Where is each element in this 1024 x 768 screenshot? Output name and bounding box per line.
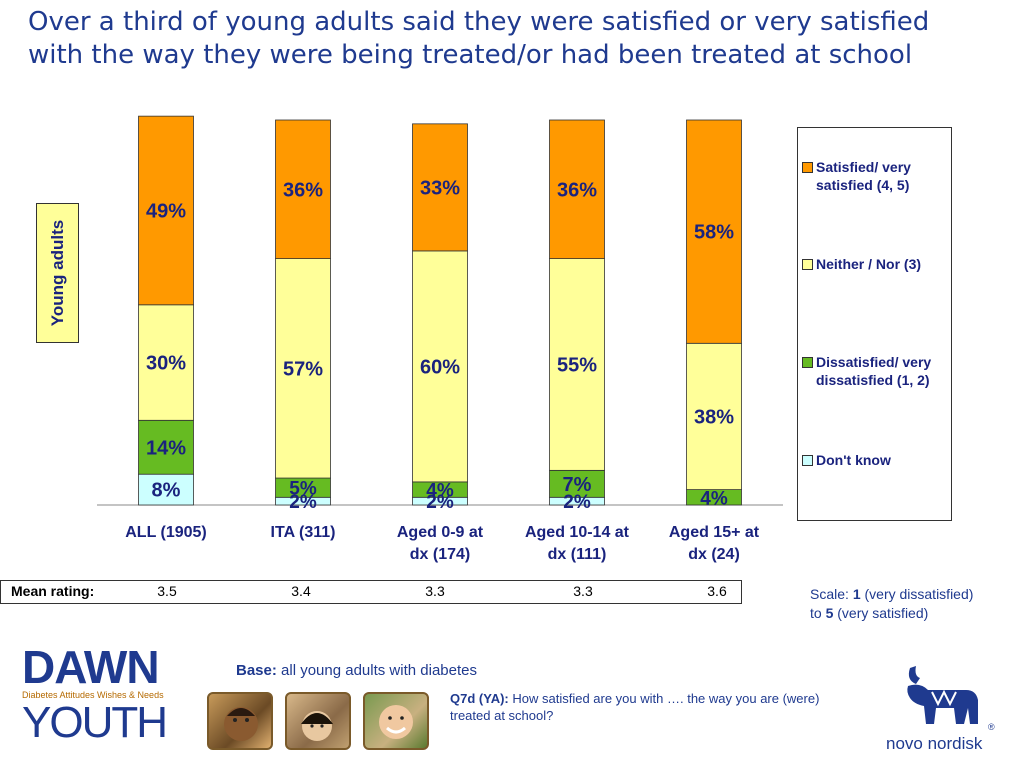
young-adults-label-box: Young adults <box>36 203 79 343</box>
data-labels-layer: 8%14%30%49%2%5%57%36%2%4%60%33%2%7%55%36… <box>146 177 734 513</box>
legend-label: Satisfied/ very satisfied (4, 5) <box>816 159 911 193</box>
bar-segment <box>138 115 194 306</box>
legend-item: Satisfied/ very satisfied (4, 5) <box>802 158 952 194</box>
mean-rating-value: 3.3 <box>425 583 445 599</box>
legend-item: Dissatisfied/ very dissatisfied (1, 2) <box>802 353 952 389</box>
legend-item: Neither / Nor (3) <box>802 255 952 273</box>
scale-low: 1 <box>852 586 861 602</box>
scale-low-text: (very dissatisfied) <box>860 586 974 602</box>
category-labels-layer: ALL (1905) ITA (311) Aged 0-9 at dx (174) Ag… <box>125 524 760 563</box>
data-label: 4% <box>700 488 728 509</box>
legend-swatch <box>802 357 813 368</box>
data-label: 36% <box>283 179 323 201</box>
bar-segment <box>412 250 468 483</box>
page-title: Over a third of young adults said they w… <box>28 7 930 70</box>
scale-high-text: (very satisfied) <box>833 605 929 621</box>
category-label: Aged 10-14 at dx (111) <box>525 524 630 563</box>
data-label: 58% <box>694 222 734 244</box>
legend-swatch <box>802 162 813 173</box>
data-label: 57% <box>283 358 323 380</box>
question-label: Q7d (YA): <box>450 691 509 706</box>
stacked-bar-chart: 8%14%30%49%2%5%57%36%2%4%60%33%2%7%55%36… <box>97 115 783 563</box>
scale-to: to <box>810 605 826 621</box>
bar-segment <box>275 258 331 479</box>
child-face-icon <box>301 711 333 741</box>
young-adults-label: Young adults <box>47 219 67 327</box>
bar-segment <box>549 258 605 471</box>
mean-rating-value: 3.3 <box>573 583 593 599</box>
dawn-youth-logo: DAWN Diabetes Attitudes Wishes & Needs Y… <box>22 641 192 747</box>
photo-child-3 <box>363 692 429 750</box>
bar-segment <box>549 119 605 260</box>
photo-child-2 <box>285 692 351 750</box>
scale-prefix: Scale: <box>810 586 853 602</box>
bar-segment <box>138 419 194 475</box>
data-label: 36% <box>557 179 597 201</box>
base-label: Base: <box>236 662 277 679</box>
legend-label: Dissatisfied/ very dissatisfied (1, 2) <box>816 354 932 388</box>
registered-mark: ® <box>988 722 995 732</box>
bar-segment <box>275 119 331 260</box>
scale-note: Scale: 1 (very dissatisfied) to 5 (very … <box>810 585 1020 623</box>
data-label: 30% <box>146 353 186 375</box>
category-label: Aged 15+ at dx (24) <box>669 524 760 563</box>
novo-nordisk-name: novo nordisk <box>886 734 983 753</box>
scale-high: 5 <box>825 605 834 621</box>
data-label: 2% <box>289 492 317 513</box>
question-text: How satisfied are you with …. the way yo… <box>450 691 820 723</box>
data-label: 2% <box>426 492 454 513</box>
mean-rating-label: Mean rating: <box>11 583 95 599</box>
data-label: 55% <box>557 354 597 376</box>
child-face-icon <box>379 705 413 739</box>
bar-segment <box>412 123 468 252</box>
bars-layer <box>138 115 742 506</box>
logo-youth-text: YOUTH <box>22 698 168 747</box>
data-label: 33% <box>420 177 460 199</box>
legend-swatch <box>802 259 813 270</box>
data-label: 2% <box>563 492 591 513</box>
chart-legend: Satisfied/ very satisfied (4, 5) Neither … <box>797 127 952 521</box>
legend-label: Don't know <box>816 452 891 468</box>
data-label: 60% <box>420 356 460 378</box>
legend-swatch <box>802 455 813 466</box>
logo-subtitle: Diabetes Attitudes Wishes & Needs <box>22 690 164 700</box>
bar-segment <box>138 304 194 421</box>
data-label: 5% <box>289 479 317 500</box>
mean-rating-value: 3.5 <box>157 583 177 599</box>
base-text: all young adults with diabetes <box>276 662 477 679</box>
base-note: Base: all young adults with diabetes <box>236 662 477 679</box>
category-label: ALL (1905) <box>125 524 207 541</box>
logo-dawn-text: DAWN <box>22 641 160 693</box>
data-label: 4% <box>426 481 454 502</box>
category-label: ITA (311) <box>271 524 336 541</box>
bar-segment <box>686 342 742 490</box>
bar-segment <box>549 469 605 498</box>
mean-rating-row: Mean rating: 3.5 3.4 3.3 3.3 3.6 <box>0 580 742 604</box>
photo-child-1 <box>207 692 273 750</box>
mean-rating-value: 3.6 <box>707 583 727 599</box>
novo-nordisk-logo: novo nordisk ® <box>880 660 1010 760</box>
legend-item: Don't know <box>802 451 952 469</box>
bar-segment <box>138 473 194 506</box>
data-label: 38% <box>694 406 734 428</box>
question-note: Q7d (YA): How satisfied are you with …. … <box>450 690 850 724</box>
data-label: 7% <box>563 474 592 496</box>
category-label: Aged 0-9 at dx (174) <box>397 524 484 563</box>
legend-label: Neither / Nor (3) <box>816 256 922 272</box>
child-face-icon <box>224 707 258 741</box>
novo-bull-logo-icon <box>907 666 978 724</box>
data-label: 49% <box>146 200 186 222</box>
mean-rating-value: 3.4 <box>291 583 311 599</box>
data-label: 14% <box>146 437 186 459</box>
data-label: 8% <box>152 480 181 502</box>
bar-segment <box>686 119 742 344</box>
